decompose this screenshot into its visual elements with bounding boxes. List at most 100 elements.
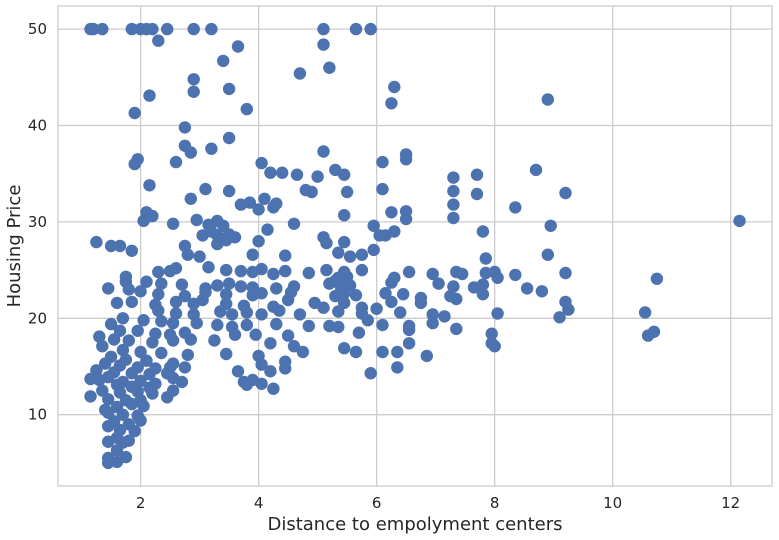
data-point — [287, 217, 301, 230]
data-point — [255, 262, 268, 276]
x-axis-label: Distance to empolyment centers — [267, 514, 562, 535]
data-point — [205, 22, 218, 36]
data-point — [338, 235, 351, 249]
data-point — [187, 85, 200, 99]
data-point — [143, 368, 156, 381]
data-point — [317, 38, 330, 51]
data-point — [317, 22, 330, 36]
data-point — [264, 166, 277, 179]
data-point — [166, 217, 180, 230]
data-point — [137, 399, 150, 413]
data-point — [214, 305, 227, 318]
data-point — [391, 345, 404, 359]
data-point — [143, 89, 156, 102]
data-point — [388, 225, 401, 238]
data-point — [397, 288, 410, 301]
data-point — [281, 293, 295, 307]
data-point — [376, 155, 389, 169]
data-point — [102, 420, 115, 433]
data-point — [146, 22, 159, 36]
data-point — [399, 212, 413, 226]
data-point — [332, 320, 345, 334]
data-point — [293, 308, 307, 321]
data-point — [137, 314, 150, 327]
data-point — [402, 323, 416, 337]
data-point — [385, 97, 398, 110]
data-point — [102, 406, 115, 419]
data-point — [178, 289, 192, 303]
data-point — [228, 231, 242, 244]
data-point — [317, 301, 330, 314]
data-points — [84, 22, 746, 470]
data-point — [146, 336, 159, 349]
data-point — [352, 326, 366, 339]
data-point — [228, 328, 242, 341]
data-point — [220, 263, 233, 277]
data-point — [447, 184, 460, 198]
data-point — [402, 337, 416, 350]
data-point — [169, 295, 183, 309]
data-point — [476, 278, 490, 291]
data-point — [125, 367, 138, 380]
data-point — [184, 146, 197, 159]
data-point — [302, 266, 315, 280]
data-point — [385, 206, 398, 219]
data-point — [388, 80, 401, 94]
data-point — [402, 265, 416, 279]
data-point — [447, 211, 460, 225]
data-point — [305, 185, 318, 199]
data-point — [450, 322, 463, 336]
data-point — [178, 121, 192, 134]
data-point — [196, 229, 209, 242]
data-point — [249, 328, 262, 341]
data-point — [134, 374, 147, 388]
data-point — [733, 214, 746, 228]
data-point — [338, 168, 351, 181]
data-point — [273, 304, 286, 317]
data-point — [355, 263, 369, 277]
data-point — [222, 82, 236, 96]
data-point — [541, 93, 554, 106]
data-point — [122, 283, 135, 296]
data-point — [485, 327, 498, 340]
data-point — [110, 444, 124, 457]
data-point — [258, 192, 271, 205]
data-point — [137, 214, 150, 228]
data-point — [190, 213, 203, 227]
data-point — [364, 367, 377, 380]
data-point — [296, 345, 310, 359]
data-point — [196, 293, 209, 307]
data-point — [184, 192, 197, 205]
data-point — [125, 22, 138, 36]
data-point — [208, 334, 221, 347]
data-point — [93, 330, 106, 343]
data-point — [264, 337, 277, 350]
data-point — [104, 317, 118, 331]
data-point — [134, 414, 147, 427]
data-point — [544, 219, 557, 232]
data-point — [255, 358, 268, 371]
data-point — [140, 354, 153, 367]
data-point — [240, 318, 253, 332]
data-point — [470, 168, 484, 181]
data-point — [376, 318, 389, 332]
data-point — [650, 272, 664, 285]
data-point — [367, 219, 380, 232]
data-point — [255, 287, 268, 300]
data-point — [349, 22, 363, 36]
data-point — [376, 182, 389, 196]
data-point — [240, 378, 253, 391]
data-point — [175, 375, 189, 389]
data-point — [125, 397, 138, 411]
data-point — [255, 308, 268, 321]
data-point — [320, 236, 333, 250]
data-point — [355, 248, 369, 261]
data-point — [252, 235, 265, 248]
y-gridlines — [58, 28, 772, 416]
data-point — [104, 239, 118, 253]
data-point — [152, 288, 165, 301]
data-point — [470, 187, 484, 201]
data-point — [99, 357, 112, 370]
data-point — [128, 157, 141, 171]
